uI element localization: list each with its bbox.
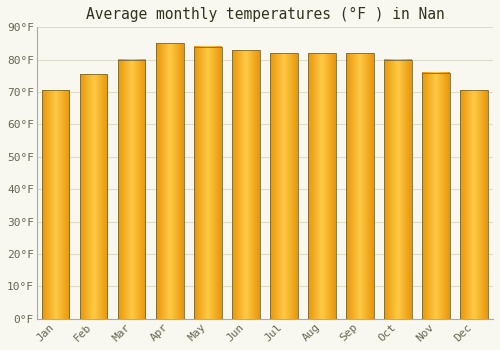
Bar	[232, 50, 260, 319]
Bar	[80, 74, 108, 319]
Title: Average monthly temperatures (°F ) in Nan: Average monthly temperatures (°F ) in Na…	[86, 7, 444, 22]
Bar	[308, 53, 336, 319]
Bar	[42, 90, 70, 319]
Bar	[194, 47, 222, 319]
Bar	[460, 90, 487, 319]
Bar	[270, 53, 297, 319]
Bar	[346, 53, 374, 319]
Bar	[422, 73, 450, 319]
Bar	[118, 60, 146, 319]
Bar	[384, 60, 411, 319]
Bar	[156, 43, 184, 319]
